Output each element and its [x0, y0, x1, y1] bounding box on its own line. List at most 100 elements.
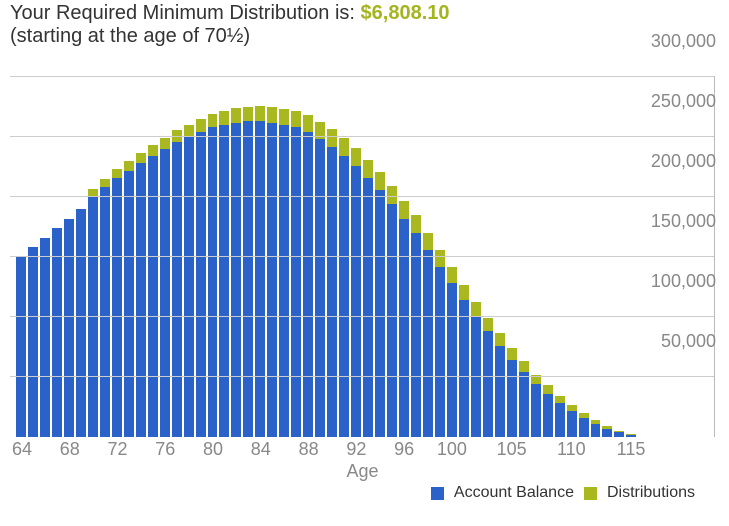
bar-seg-distributions	[160, 138, 170, 149]
bar-seg-distributions	[339, 138, 349, 156]
chart-x-tick-label: 84	[251, 439, 271, 460]
bar-seg-account-balance	[471, 317, 481, 437]
rmd-amount: $6,808.10	[361, 2, 450, 24]
bar-seg-distributions	[543, 385, 553, 393]
legend-label-account-balance: Account Balance	[454, 484, 574, 502]
chart-bar	[626, 77, 636, 437]
bar-seg-account-balance	[40, 238, 50, 437]
legend-swatch-distributions	[584, 487, 597, 500]
chart-y-tick-label: 200,000	[651, 151, 716, 174]
bar-seg-distributions	[208, 114, 218, 127]
bar-seg-distributions	[471, 302, 481, 317]
chart-bar	[148, 77, 158, 437]
bar-seg-account-balance	[351, 166, 361, 437]
chart-x-tick-label: 64	[12, 439, 32, 460]
chart-bar	[112, 77, 122, 437]
rmd-chart: 50,000100,000150,000200,000250,000300,00…	[10, 76, 715, 502]
chart-x-tick-label: 105	[497, 439, 527, 460]
chart-gridline	[10, 316, 714, 317]
rmd-headline: Your Required Minimum Distribution is: $…	[10, 2, 719, 25]
chart-bar	[495, 77, 505, 437]
chart-x-tick-label: 92	[346, 439, 366, 460]
chart-gridline	[10, 256, 714, 257]
chart-x-tick-label: 96	[394, 439, 414, 460]
chart-bar	[16, 77, 26, 437]
bar-seg-account-balance	[327, 147, 337, 437]
bar-seg-account-balance	[88, 197, 98, 437]
bar-seg-distributions	[136, 153, 146, 163]
bar-seg-distributions	[555, 396, 565, 403]
chart-gridline	[10, 376, 714, 377]
chart-bar	[363, 77, 373, 437]
chart-bar	[411, 77, 421, 437]
bar-seg-account-balance	[172, 142, 182, 437]
chart-bar	[88, 77, 98, 437]
bar-seg-account-balance	[315, 139, 325, 437]
chart-bars	[16, 77, 636, 437]
legend-swatch-account-balance	[431, 487, 444, 500]
bar-seg-distributions	[219, 111, 229, 125]
chart-x-tick-label: 76	[155, 439, 175, 460]
bar-seg-distributions	[255, 106, 265, 121]
bar-seg-distributions	[411, 215, 421, 233]
bar-seg-account-balance	[52, 228, 62, 437]
legend-label-distributions: Distributions	[607, 484, 695, 502]
chart-bar	[76, 77, 86, 437]
bar-seg-distributions	[291, 111, 301, 128]
bar-seg-account-balance	[602, 429, 612, 437]
chart-bar	[255, 77, 265, 437]
bar-seg-account-balance	[483, 331, 493, 437]
bar-seg-account-balance	[76, 209, 86, 437]
bar-seg-distributions	[231, 108, 241, 122]
chart-bar	[52, 77, 62, 437]
chart-bar	[471, 77, 481, 437]
chart-x-axis: 646872768084889296100105110115	[10, 439, 715, 461]
chart-bar	[315, 77, 325, 437]
bar-seg-distributions	[243, 107, 253, 122]
bar-seg-distributions	[112, 169, 122, 178]
chart-bar	[507, 77, 517, 437]
bar-seg-account-balance	[16, 257, 26, 437]
bar-seg-account-balance	[291, 127, 301, 437]
bar-seg-account-balance	[112, 178, 122, 437]
bar-seg-distributions	[363, 160, 373, 178]
chart-bar	[184, 77, 194, 437]
bar-seg-account-balance	[435, 267, 445, 437]
bar-seg-distributions	[303, 115, 313, 132]
bar-seg-account-balance	[28, 247, 38, 437]
bar-seg-account-balance	[279, 125, 289, 437]
bar-seg-account-balance	[614, 432, 624, 437]
bar-seg-account-balance	[519, 372, 529, 437]
bar-seg-account-balance	[219, 125, 229, 437]
chart-bar	[399, 77, 409, 437]
bar-seg-account-balance	[507, 360, 517, 437]
chart-bar	[387, 77, 397, 437]
bar-seg-distributions	[435, 250, 445, 267]
chart-x-tick-label: 115	[617, 439, 646, 460]
chart-bar	[100, 77, 110, 437]
bar-seg-account-balance	[399, 219, 409, 437]
bar-seg-distributions	[507, 348, 517, 360]
bar-seg-account-balance	[136, 163, 146, 437]
bar-seg-account-balance	[267, 123, 277, 437]
bar-seg-distributions	[196, 119, 206, 132]
chart-bar	[447, 77, 457, 437]
chart-gridline	[10, 196, 714, 197]
chart-bar	[375, 77, 385, 437]
chart-bar	[435, 77, 445, 437]
chart-bar	[555, 77, 565, 437]
rmd-headline-prefix: Your Required Minimum Distribution is:	[10, 2, 361, 24]
chart-x-title: Age	[10, 461, 715, 482]
rmd-subhead: (starting at the age of 70½)	[10, 25, 719, 48]
bar-seg-account-balance	[339, 156, 349, 437]
bar-seg-account-balance	[124, 171, 134, 437]
chart-x-tick-label: 110	[557, 439, 586, 460]
chart-gridline	[10, 136, 714, 137]
chart-y-tick-label: 100,000	[651, 271, 716, 294]
chart-bar	[579, 77, 589, 437]
chart-x-tick-label: 100	[437, 439, 467, 460]
chart-bar	[531, 77, 541, 437]
chart-bar	[124, 77, 134, 437]
chart-legend: Account Balance Distributions	[10, 484, 715, 502]
bar-seg-distributions	[495, 333, 505, 346]
